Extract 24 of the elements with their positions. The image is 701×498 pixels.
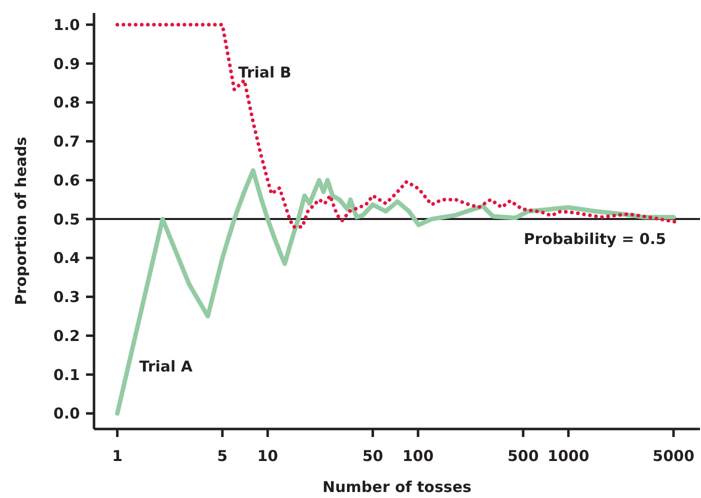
series-label: Trial A	[139, 357, 193, 376]
x-tick-label: 5	[217, 447, 228, 465]
y-tick-label: 0.2	[53, 326, 80, 345]
y-tick-label: 0.6	[53, 171, 80, 190]
x-tick-label: 5000	[652, 447, 694, 465]
series-label: Trial B	[238, 64, 292, 82]
y-tick-label: 0.7	[53, 132, 80, 151]
y-tick-label: 0.8	[53, 94, 80, 112]
y-tick-label: 0.0	[53, 404, 80, 423]
y-tick-label: 0.4	[53, 249, 80, 268]
x-tick-label: 500	[507, 447, 539, 465]
x-tick-label: 1	[112, 447, 123, 465]
y-tick-label: 0.5	[53, 210, 80, 228]
y-axis-title: Proportion of heads	[12, 136, 30, 306]
y-tick-label: 0.3	[53, 288, 80, 306]
y-tick-label: 0.1	[53, 366, 80, 384]
x-tick-label: 100	[402, 447, 434, 465]
x-tick-label: 50	[362, 447, 384, 465]
x-axis-title: Number of tosses	[322, 478, 472, 496]
y-tick-label: 1.0	[53, 16, 80, 34]
x-tick-label: 1000	[548, 447, 590, 465]
x-tick-label: 10	[257, 447, 278, 465]
ref-line-label: Probability = 0.5	[524, 230, 666, 248]
y-tick-label: 0.9	[53, 54, 80, 73]
